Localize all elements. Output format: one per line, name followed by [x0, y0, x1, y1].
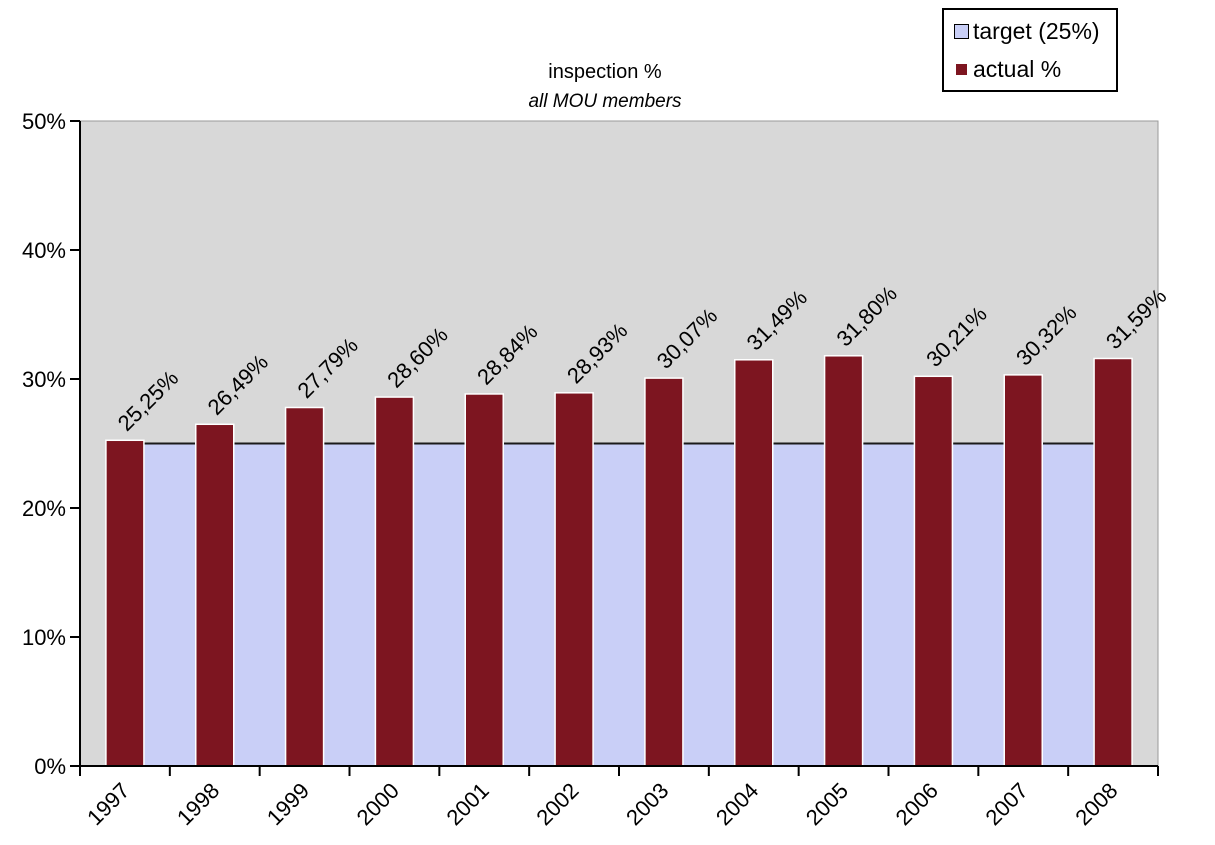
x-tick-label-2003: 2003 [621, 778, 673, 830]
y-tick-label: 10% [22, 625, 66, 650]
legend-item-target: target (25%) [954, 16, 1100, 46]
bar-2005 [823, 355, 864, 767]
bar-2001 [464, 393, 504, 767]
x-tick-label-2008: 2008 [1070, 778, 1122, 830]
legend-label-target: target (25%) [973, 17, 1100, 44]
x-tick-label-2001: 2001 [441, 778, 493, 830]
bar-1999 [284, 406, 325, 767]
x-tick-label-1999: 1999 [262, 778, 314, 830]
bar-2004 [734, 359, 774, 767]
y-tick-label: 30% [22, 367, 66, 392]
y-tick-label: 20% [22, 496, 66, 521]
bar-1997 [105, 439, 145, 767]
x-tick-label-2004: 2004 [711, 778, 763, 830]
x-tick-label-2000: 2000 [352, 778, 404, 830]
y-tick-label: 40% [22, 238, 66, 263]
x-tick-label-2007: 2007 [980, 778, 1032, 830]
bar-2003 [644, 377, 684, 767]
bar-1998 [195, 423, 235, 767]
legend-label-actual: actual % [973, 55, 1062, 82]
x-tick-label-1998: 1998 [172, 778, 224, 830]
y-tick-label: 0% [34, 754, 66, 779]
x-tick-label-2006: 2006 [891, 778, 943, 830]
x-tick-label-2002: 2002 [531, 778, 583, 830]
bar-2002 [554, 392, 594, 767]
chart-legend: target (25%) actual % [942, 8, 1118, 92]
legend-swatch-target [954, 23, 969, 39]
chart-subtitle: all MOU members [528, 91, 682, 112]
target-series [124, 442, 1114, 766]
bar-2008 [1093, 357, 1133, 767]
x-tick-label-2005: 2005 [801, 778, 853, 830]
chart-title: inspection % [548, 61, 662, 83]
bar-2007 [1003, 374, 1043, 767]
bar-2000 [374, 396, 415, 767]
y-tick-label: 50% [22, 109, 66, 134]
x-tick-label-1997: 1997 [82, 778, 134, 830]
bar-2006 [913, 375, 954, 767]
legend-item-actual: actual % [954, 54, 1061, 84]
target-area [124, 443, 1114, 766]
legend-swatch-actual [956, 63, 967, 75]
